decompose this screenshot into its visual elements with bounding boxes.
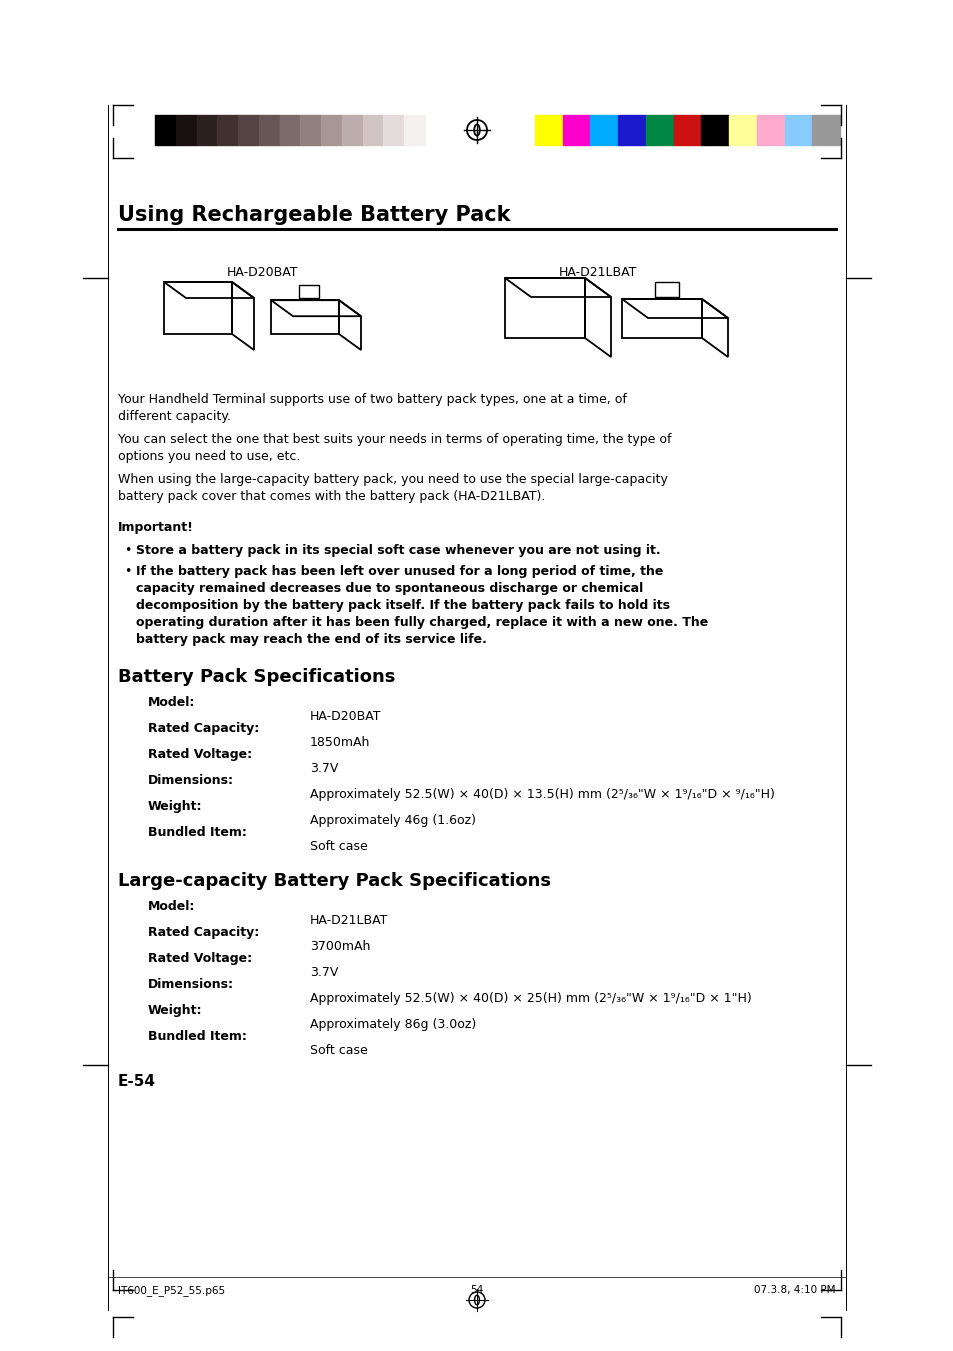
- Text: Rated Voltage:: Rated Voltage:: [148, 952, 252, 965]
- Bar: [562, 115, 590, 145]
- Text: Approximately 52.5(W) × 40(D) × 13.5(H) mm (2⁵/₃₆"W × 1⁹/₁₆"D × ⁹/₁₆"H): Approximately 52.5(W) × 40(D) × 13.5(H) …: [310, 788, 774, 801]
- Text: Soft case: Soft case: [310, 840, 367, 854]
- Text: Weight:: Weight:: [148, 800, 202, 813]
- Text: different capacity.: different capacity.: [118, 409, 231, 423]
- Text: Rated Voltage:: Rated Voltage:: [148, 748, 252, 761]
- Text: Bundled Item:: Bundled Item:: [148, 1029, 247, 1043]
- Text: battery pack may reach the end of its service life.: battery pack may reach the end of its se…: [136, 634, 486, 646]
- Text: When using the large-capacity battery pack, you need to use the special large-ca: When using the large-capacity battery pa…: [118, 473, 667, 486]
- Bar: [154, 115, 175, 145]
- Text: Model:: Model:: [148, 900, 195, 913]
- Bar: [279, 115, 300, 145]
- Text: Using Rechargeable Battery Pack: Using Rechargeable Battery Pack: [118, 205, 510, 226]
- Bar: [217, 115, 238, 145]
- Bar: [756, 115, 783, 145]
- Bar: [175, 115, 196, 145]
- Text: You can select the one that best suits your needs in terms of operating time, th: You can select the one that best suits y…: [118, 434, 671, 446]
- Bar: [383, 115, 404, 145]
- Bar: [258, 115, 279, 145]
- Text: Store a battery pack in its special soft case whenever you are not using it.: Store a battery pack in its special soft…: [136, 544, 659, 557]
- Text: 3700mAh: 3700mAh: [310, 940, 370, 954]
- Bar: [298, 285, 319, 299]
- Bar: [590, 115, 618, 145]
- Bar: [404, 115, 424, 145]
- Text: Approximately 52.5(W) × 40(D) × 25(H) mm (2⁵/₃₆"W × 1⁹/₁₆"D × 1"H): Approximately 52.5(W) × 40(D) × 25(H) mm…: [310, 992, 751, 1005]
- Text: Dimensions:: Dimensions:: [148, 774, 233, 788]
- Text: 07.3.8, 4:10 PM: 07.3.8, 4:10 PM: [754, 1285, 835, 1296]
- Text: •: •: [124, 544, 132, 557]
- Text: Model:: Model:: [148, 696, 195, 709]
- Text: options you need to use, etc.: options you need to use, etc.: [118, 450, 300, 463]
- Text: IT600_E_P52_55.p65: IT600_E_P52_55.p65: [118, 1285, 225, 1296]
- Bar: [300, 115, 321, 145]
- Text: 54: 54: [470, 1285, 483, 1296]
- Text: battery pack cover that comes with the battery pack (HA-D21LBAT).: battery pack cover that comes with the b…: [118, 490, 545, 503]
- Text: Your Handheld Terminal supports use of two battery pack types, one at a time, of: Your Handheld Terminal supports use of t…: [118, 393, 626, 407]
- Bar: [700, 115, 728, 145]
- Bar: [321, 115, 341, 145]
- Text: Approximately 46g (1.6oz): Approximately 46g (1.6oz): [310, 815, 476, 827]
- Bar: [728, 115, 756, 145]
- Text: Weight:: Weight:: [148, 1004, 202, 1017]
- Text: HA-D21LBAT: HA-D21LBAT: [310, 915, 388, 927]
- Text: HA-D21LBAT: HA-D21LBAT: [558, 266, 637, 280]
- Bar: [362, 115, 383, 145]
- Text: Soft case: Soft case: [310, 1044, 367, 1058]
- Bar: [673, 115, 700, 145]
- Text: If the battery pack has been left over unused for a long period of time, the: If the battery pack has been left over u…: [136, 565, 662, 578]
- Text: decomposition by the battery pack itself. If the battery pack fails to hold its: decomposition by the battery pack itself…: [136, 598, 669, 612]
- Bar: [654, 282, 679, 297]
- Text: Rated Capacity:: Rated Capacity:: [148, 721, 259, 735]
- Bar: [341, 115, 362, 145]
- Text: Important!: Important!: [118, 521, 193, 534]
- Bar: [618, 115, 645, 145]
- Text: Large-capacity Battery Pack Specifications: Large-capacity Battery Pack Specificatio…: [118, 871, 551, 890]
- Text: Dimensions:: Dimensions:: [148, 978, 233, 992]
- Text: capacity remained decreases due to spontaneous discharge or chemical: capacity remained decreases due to spont…: [136, 582, 642, 594]
- Text: 1850mAh: 1850mAh: [310, 736, 370, 750]
- Bar: [783, 115, 811, 145]
- Bar: [238, 115, 258, 145]
- Text: •: •: [124, 565, 132, 578]
- Text: Approximately 86g (3.0oz): Approximately 86g (3.0oz): [310, 1019, 476, 1031]
- Text: HA-D20BAT: HA-D20BAT: [227, 266, 298, 280]
- Text: 3.7V: 3.7V: [310, 966, 338, 979]
- Text: HA-D20BAT: HA-D20BAT: [310, 711, 381, 723]
- Bar: [535, 115, 562, 145]
- Text: Rated Capacity:: Rated Capacity:: [148, 925, 259, 939]
- Text: 3.7V: 3.7V: [310, 762, 338, 775]
- Text: operating duration after it has been fully charged, replace it with a new one. T: operating duration after it has been ful…: [136, 616, 707, 630]
- Text: E-54: E-54: [118, 1074, 156, 1089]
- Text: Bundled Item:: Bundled Item:: [148, 825, 247, 839]
- Bar: [645, 115, 673, 145]
- Bar: [811, 115, 840, 145]
- Text: Battery Pack Specifications: Battery Pack Specifications: [118, 667, 395, 686]
- Bar: [196, 115, 217, 145]
